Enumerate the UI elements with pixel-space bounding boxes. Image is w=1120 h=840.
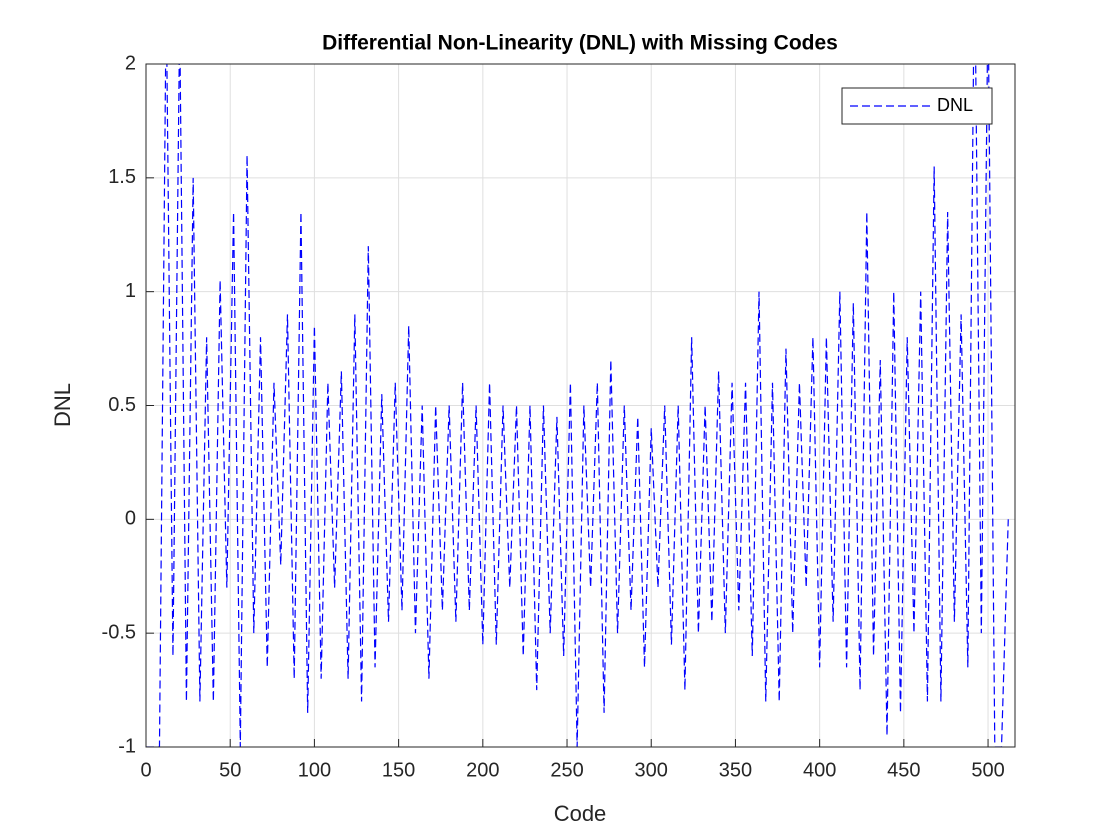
y-tick-label: 1.5 xyxy=(108,166,136,188)
y-tick-label: 0.5 xyxy=(108,394,136,416)
x-tick-label: 0 xyxy=(140,759,151,781)
x-tick-label: 50 xyxy=(219,759,241,781)
x-axis-label: Code xyxy=(554,801,607,826)
x-tick-label: 200 xyxy=(466,759,499,781)
x-tick-label: 300 xyxy=(635,759,668,781)
x-tick-label: 350 xyxy=(719,759,752,781)
y-axis-label: DNL xyxy=(50,383,75,427)
x-tick-label: 500 xyxy=(971,759,1004,781)
legend-label: DNL xyxy=(937,95,973,115)
y-tick-label: 1 xyxy=(125,280,136,302)
y-tick-label: -0.5 xyxy=(102,621,136,643)
y-tick-label: -1 xyxy=(118,735,136,757)
y-tick-label: 0 xyxy=(125,508,136,530)
data-line xyxy=(146,64,1009,747)
x-tick-label: 250 xyxy=(550,759,583,781)
x-tick-label: 450 xyxy=(887,759,920,781)
y-tick-label: 2 xyxy=(125,52,136,74)
chart-title: Differential Non-Linearity (DNL) with Mi… xyxy=(322,32,838,55)
x-tick-label: 100 xyxy=(298,759,331,781)
x-tick-label: 400 xyxy=(803,759,836,781)
x-tick-label: 150 xyxy=(382,759,415,781)
